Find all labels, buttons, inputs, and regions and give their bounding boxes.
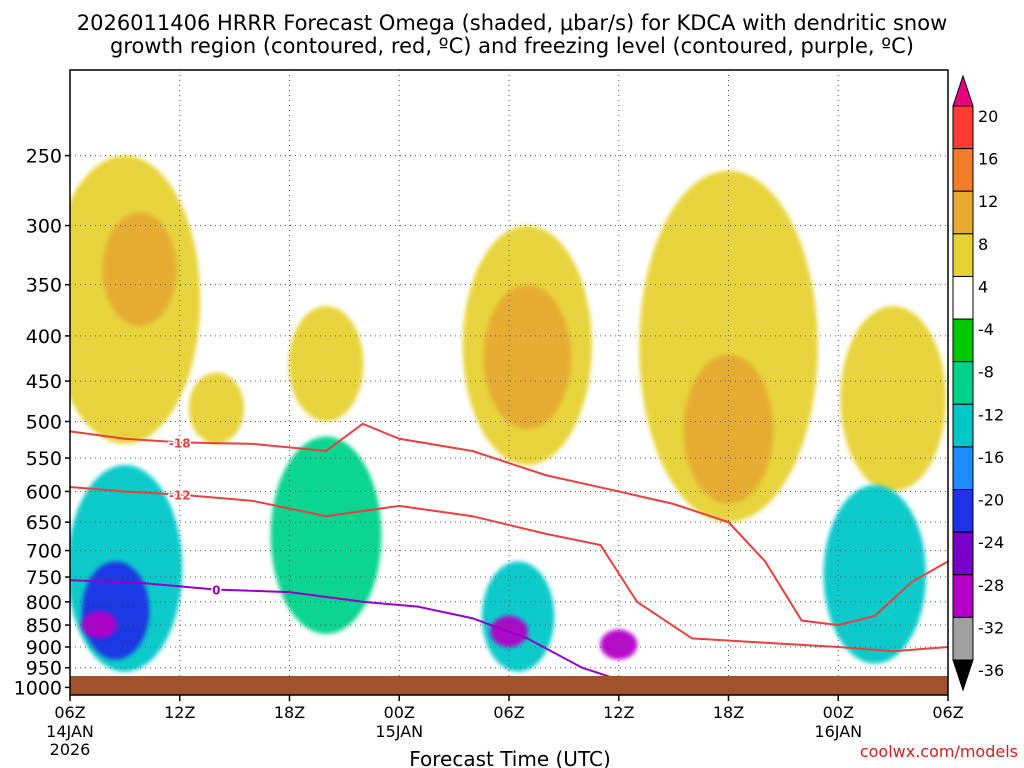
colorbar-segment-10 [952, 531, 974, 576]
omega-region---1 [82, 561, 150, 660]
ytick-label-250: 250 [26, 146, 62, 168]
ytick-label-450: 450 [26, 371, 62, 393]
xtick-label-6: 18Z [713, 703, 744, 722]
colorbar-segment-3 [952, 233, 974, 277]
colorbar-label-3: 8 [978, 235, 988, 254]
colorbar-label-6: -8 [978, 363, 994, 382]
ytick-label-300: 300 [26, 216, 62, 238]
omega-region-+-3 [288, 305, 364, 422]
ytick-label-900: 900 [26, 637, 62, 659]
terrain-surface [70, 676, 948, 695]
xtick-label-8: 06Z [932, 703, 963, 722]
ytick-label-350: 350 [26, 275, 62, 297]
omega-region-+-1 [102, 212, 177, 327]
contour-label-1: -12 [169, 489, 191, 503]
chart-title-line2: growth region (contoured, red, ºC) and f… [110, 34, 914, 58]
xtick-sublabel-3: 15JAN [375, 722, 423, 741]
colorbar-top-arrow [952, 74, 974, 107]
xtick-label-5: 12Z [603, 703, 634, 722]
xtick-label-1: 12Z [164, 703, 195, 722]
contour-lines: -18 -12 0 [70, 422, 948, 689]
colorbar-segment-6 [952, 361, 974, 405]
omega-region---4 [481, 561, 555, 672]
xtick-sublabel-7: 16JAN [814, 722, 862, 741]
colorbar-segment-5 [952, 318, 974, 363]
ytick-label-500: 500 [26, 412, 62, 434]
ytick-label-700: 700 [26, 541, 62, 563]
colorbar-bottom-arrow [952, 659, 974, 692]
colorbar-label-8: -16 [978, 448, 1004, 467]
colorbar-label-5: -4 [978, 320, 994, 339]
xtick-label-7: 00Z [823, 703, 854, 722]
omega-region---7 [823, 484, 927, 664]
omega-region---6 [600, 629, 638, 660]
omega-region-+-5 [483, 284, 572, 430]
colorbar-label-9: -20 [978, 491, 1004, 510]
colorbar: 20 16 12 8 4 -4 -8 -12 -16 -20 -24 -28 -32 -36 [952, 74, 1004, 692]
contour-label-0: -18 [169, 436, 191, 450]
ytick-label-1000: 1000 [14, 677, 62, 699]
colorbar-label-4: 4 [978, 277, 988, 296]
omega-region---3 [270, 436, 382, 634]
colorbar-segment-1 [952, 148, 974, 192]
colorbar-segment-9 [952, 489, 974, 533]
omega-region-+-7 [683, 354, 774, 505]
contour-label-2: 0 [212, 584, 220, 598]
colorbar-segment-4 [952, 275, 974, 320]
xtick-label-4: 06Z [493, 703, 524, 722]
omega-region-+-2 [188, 372, 245, 444]
ytick-label-600: 600 [26, 481, 62, 503]
colorbar-label-12: -32 [978, 618, 1004, 637]
colorbar-segment-12 [952, 616, 974, 661]
ytick-label-750: 750 [26, 567, 62, 589]
colorbar-label-1: 16 [978, 150, 998, 169]
xtick-label-2: 18Z [274, 703, 305, 722]
omega-shading [70, 155, 946, 672]
y-axis-ticks: 2503003504004505005506006507007508008509… [14, 146, 70, 699]
ytick-label-650: 650 [26, 512, 62, 534]
contour-line-0 [70, 422, 948, 627]
colorbar-label-7: -12 [978, 405, 1004, 424]
omega-region---2 [81, 611, 118, 639]
colorbar-segment-0 [952, 105, 974, 150]
colorbar-label-10: -24 [978, 533, 1004, 552]
xtick-label-3: 00Z [384, 703, 415, 722]
colorbar-segment-11 [952, 574, 974, 618]
credit-text: coolwx.com/models [860, 742, 1018, 761]
ytick-label-950: 950 [26, 658, 62, 680]
x-axis-label: Forecast Time (UTC) [409, 747, 611, 768]
colorbar-segment-7 [952, 403, 974, 448]
ytick-label-850: 850 [26, 615, 62, 637]
plot-area: -18 -12 0 [70, 70, 948, 695]
ytick-label-550: 550 [26, 448, 62, 470]
colorbar-segment-2 [952, 190, 974, 235]
colorbar-label-13: -36 [978, 661, 1004, 680]
gridlines [70, 70, 948, 695]
xtick-label-0: 06Z [54, 703, 85, 722]
colorbar-label-2: 12 [978, 192, 998, 211]
colorbar-label-11: -28 [978, 576, 1004, 595]
colorbar-label-0: 20 [978, 107, 998, 126]
xtick-sublabel-0: 14JAN [46, 722, 94, 741]
chart-title-line1: 2026011406 HRRR Forecast Omega (shaded, … [77, 11, 948, 35]
ytick-label-400: 400 [26, 326, 62, 348]
contour-line-1 [70, 485, 948, 653]
ytick-label-800: 800 [26, 592, 62, 614]
contour-line-2 [70, 579, 638, 689]
xtick-year-0: 2026 [50, 740, 91, 759]
colorbar-segment-8 [952, 446, 974, 491]
omega-region-+-8 [840, 305, 946, 492]
